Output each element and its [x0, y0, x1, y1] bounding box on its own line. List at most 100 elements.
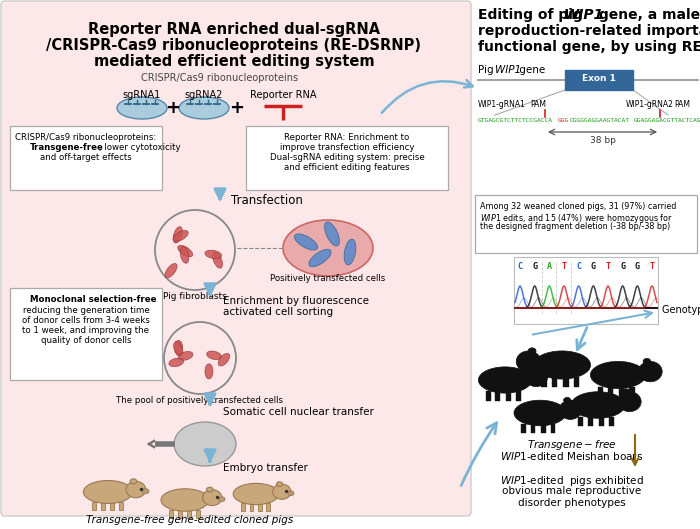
- Text: Positively transfected cells: Positively transfected cells: [270, 274, 386, 283]
- Text: Transgene-free gene-edited cloned pigs: Transgene-free gene-edited cloned pigs: [86, 515, 293, 525]
- Text: G: G: [635, 262, 640, 271]
- Bar: [249, 503, 253, 510]
- Ellipse shape: [126, 481, 146, 498]
- Ellipse shape: [117, 97, 167, 119]
- Ellipse shape: [174, 342, 183, 356]
- Ellipse shape: [529, 364, 537, 370]
- Text: Reporter RNA enriched dual-sgRNA: Reporter RNA enriched dual-sgRNA: [88, 22, 380, 37]
- Text: Exon 1: Exon 1: [582, 74, 616, 83]
- Ellipse shape: [590, 361, 645, 389]
- Ellipse shape: [344, 239, 356, 265]
- Ellipse shape: [130, 479, 136, 484]
- Ellipse shape: [618, 391, 641, 412]
- Text: , lower cytotoxicity: , lower cytotoxicity: [99, 143, 181, 152]
- Text: PAM: PAM: [530, 100, 546, 109]
- Bar: [178, 509, 182, 517]
- Text: of donor cells from 3-4 weeks: of donor cells from 3-4 weeks: [22, 316, 150, 325]
- Text: C: C: [517, 262, 522, 271]
- Ellipse shape: [218, 353, 230, 366]
- Bar: [620, 387, 624, 396]
- Bar: [564, 377, 568, 387]
- Bar: [496, 391, 500, 400]
- FancyArrowPatch shape: [461, 423, 496, 486]
- Text: Reporter RNA: Enrichment to: Reporter RNA: Enrichment to: [284, 133, 410, 142]
- Ellipse shape: [142, 489, 149, 494]
- FancyArrowPatch shape: [631, 435, 638, 465]
- Text: GGAGGAGACGTTACTCAGAT: GGAGGAGACGTTACTCAGAT: [634, 118, 700, 123]
- FancyBboxPatch shape: [10, 288, 162, 380]
- Text: WIP1: WIP1: [564, 8, 604, 22]
- Bar: [574, 377, 579, 387]
- Ellipse shape: [514, 400, 566, 426]
- Bar: [521, 424, 526, 433]
- Text: quality of donor cells: quality of donor cells: [41, 336, 132, 345]
- Text: Pig: Pig: [478, 65, 497, 75]
- Text: Among 32 weaned cloned pigs, 31 (97%) carried: Among 32 weaned cloned pigs, 31 (97%) ca…: [480, 202, 676, 211]
- Text: PAM: PAM: [674, 100, 690, 109]
- Ellipse shape: [564, 397, 570, 403]
- Text: :: :: [130, 295, 133, 304]
- Ellipse shape: [179, 97, 229, 119]
- Text: A: A: [547, 262, 552, 271]
- Text: Editing of pig: Editing of pig: [478, 8, 587, 22]
- Text: gene, a male: gene, a male: [594, 8, 700, 22]
- Ellipse shape: [325, 222, 340, 246]
- Text: and off-target effects: and off-target effects: [40, 153, 132, 162]
- Text: Reporter RNA: Reporter RNA: [250, 90, 316, 100]
- Bar: [92, 502, 96, 510]
- Ellipse shape: [205, 250, 222, 259]
- FancyBboxPatch shape: [514, 257, 658, 324]
- Ellipse shape: [643, 359, 651, 364]
- Text: the designed fragment deletion (-38 bp/-38 bp): the designed fragment deletion (-38 bp/-…: [480, 222, 671, 231]
- Ellipse shape: [525, 367, 547, 387]
- Bar: [599, 417, 604, 426]
- Bar: [552, 377, 557, 387]
- Ellipse shape: [206, 487, 213, 492]
- Text: and efficient editing features: and efficient editing features: [284, 163, 410, 172]
- Text: reducing the generation time: reducing the generation time: [22, 306, 149, 315]
- Bar: [196, 509, 200, 517]
- FancyBboxPatch shape: [475, 195, 697, 253]
- Bar: [101, 502, 105, 510]
- Bar: [516, 391, 521, 400]
- Bar: [506, 391, 511, 400]
- Ellipse shape: [173, 227, 183, 243]
- Text: CGGGGAGGAAGTACAT: CGGGGAGGAAGTACAT: [570, 118, 630, 123]
- Ellipse shape: [205, 364, 213, 379]
- FancyArrowPatch shape: [577, 327, 587, 350]
- Text: Pig fibroblasts: Pig fibroblasts: [163, 292, 227, 301]
- Ellipse shape: [213, 252, 223, 268]
- Ellipse shape: [169, 358, 183, 367]
- Text: Embryo transfer: Embryo transfer: [223, 463, 308, 473]
- Bar: [551, 424, 555, 433]
- Text: +: +: [165, 99, 181, 117]
- Ellipse shape: [165, 263, 177, 278]
- Ellipse shape: [622, 389, 630, 395]
- Text: reproduction-related important: reproduction-related important: [478, 24, 700, 38]
- Text: G: G: [620, 262, 625, 271]
- Text: sgRNA2: sgRNA2: [185, 90, 223, 100]
- FancyBboxPatch shape: [10, 126, 162, 190]
- Bar: [258, 503, 262, 510]
- Ellipse shape: [638, 361, 662, 382]
- Text: WIP1-gRNA1: WIP1-gRNA1: [478, 100, 526, 109]
- Text: Monoclonal selection-free: Monoclonal selection-free: [30, 295, 157, 304]
- Text: 38 bp: 38 bp: [589, 136, 615, 145]
- Text: $\it{WIP1}$-edited Meishan boars: $\it{WIP1}$-edited Meishan boars: [500, 450, 643, 462]
- Bar: [541, 377, 547, 387]
- Bar: [598, 387, 603, 396]
- Ellipse shape: [161, 489, 209, 511]
- Bar: [578, 417, 583, 426]
- Ellipse shape: [202, 490, 222, 506]
- Text: T: T: [650, 262, 654, 271]
- Text: GGG: GGG: [558, 118, 569, 123]
- Ellipse shape: [178, 351, 193, 360]
- Bar: [187, 509, 191, 517]
- Text: G: G: [532, 262, 537, 271]
- Ellipse shape: [516, 351, 541, 372]
- Ellipse shape: [559, 400, 582, 419]
- Text: improve transfection efficiency: improve transfection efficiency: [280, 143, 414, 152]
- Bar: [565, 70, 633, 90]
- Ellipse shape: [478, 367, 532, 393]
- Bar: [169, 509, 174, 517]
